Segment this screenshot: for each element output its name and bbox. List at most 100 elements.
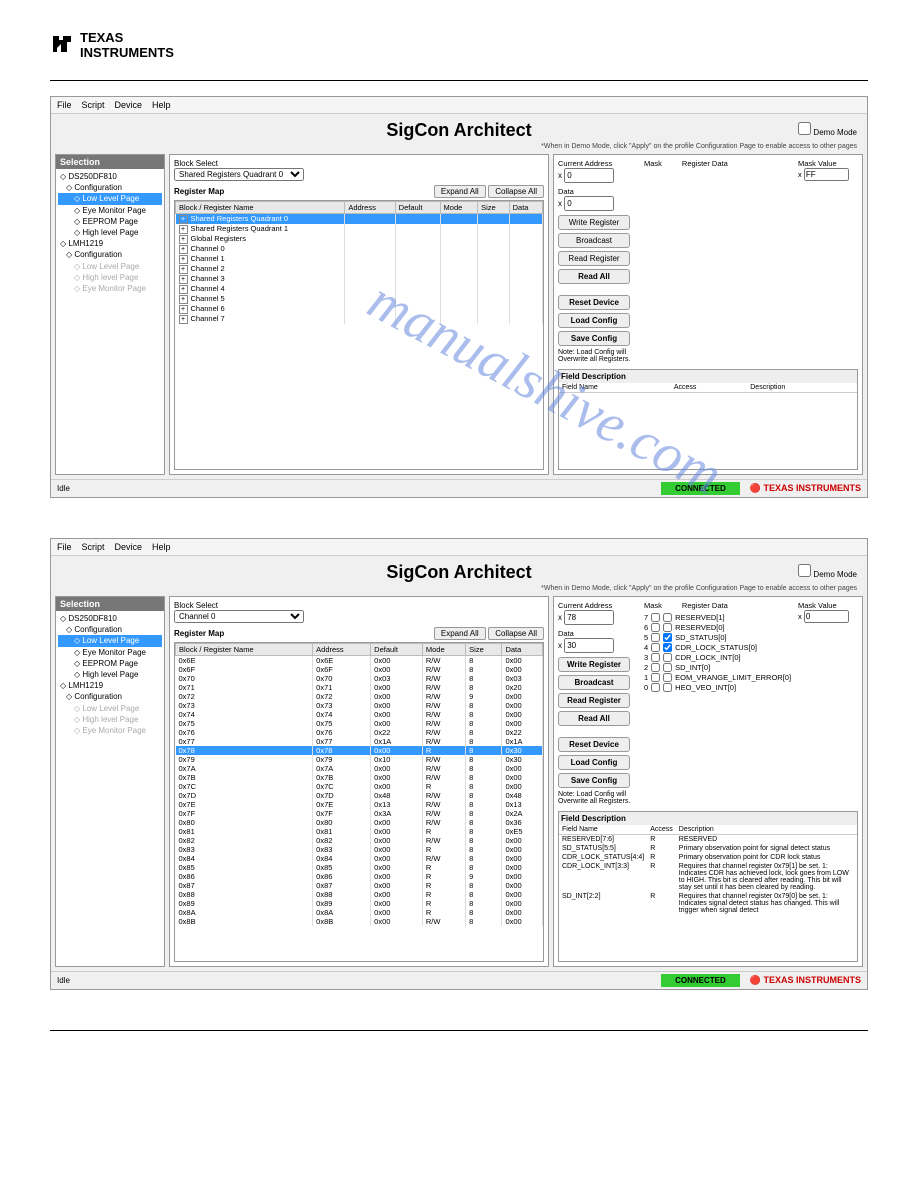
table-row[interactable]: +Shared Registers Quadrant 1	[176, 224, 543, 234]
collapse-all-button[interactable]: Collapse All	[488, 627, 544, 640]
save-config-button[interactable]: Save Config	[558, 331, 630, 346]
tree-item[interactable]: ◇ Low Level Page	[58, 703, 162, 714]
load-config-button[interactable]: Load Config	[558, 313, 630, 328]
tree-item[interactable]: ◇ High level Page	[58, 669, 162, 680]
broadcast-button[interactable]: Broadcast	[558, 675, 630, 690]
menu-script[interactable]: Script	[82, 542, 105, 552]
mask-value-input[interactable]	[804, 610, 849, 623]
mask-bit-row[interactable]: 2 SD_INT[0]	[644, 663, 792, 672]
mask-bit-row[interactable]: 6 RESERVED[0]	[644, 623, 792, 632]
table-row[interactable]: +Shared Registers Quadrant 0	[176, 214, 543, 225]
tree-item[interactable]: ◇ Low Level Page	[58, 635, 162, 646]
tree-item[interactable]: ◇ LMH1219	[58, 238, 162, 249]
table-row[interactable]: 0x720x720x00R/W90x00	[176, 692, 543, 701]
tree-item[interactable]: ◇ High level Page	[58, 272, 162, 283]
field-description-table[interactable]: Field NameAccessDescriptionRESERVED[7:6]…	[559, 825, 857, 961]
mask-bit-row[interactable]: 0 HEO_VEO_INT[0]	[644, 683, 792, 692]
menu-file[interactable]: File	[57, 542, 72, 552]
table-row[interactable]: +Channel 5	[176, 294, 543, 304]
mask-bit-row[interactable]: 3 CDR_LOCK_INT[0]	[644, 653, 792, 662]
table-row[interactable]: 0x770x770x1AR/W80x1A	[176, 737, 543, 746]
menu-device[interactable]: Device	[115, 100, 143, 110]
table-row[interactable]: 0x890x890x00R80x00	[176, 899, 543, 908]
table-row[interactable]: 0x780x780x00R80x30	[176, 746, 543, 755]
current-address-input[interactable]	[564, 610, 614, 625]
broadcast-button[interactable]: Broadcast	[558, 233, 630, 248]
tree-item[interactable]: ◇ Configuration	[58, 624, 162, 635]
menu-script[interactable]: Script	[82, 100, 105, 110]
read-all-button[interactable]: Read All	[558, 711, 630, 726]
register-table[interactable]: Block / Register NameAddressDefaultModeS…	[174, 200, 544, 470]
table-row[interactable]: 0x6F0x6F0x00R/W80x00	[176, 665, 543, 674]
table-row[interactable]: 0x7F0x7F0x3AR/W80x2A	[176, 809, 543, 818]
table-row[interactable]: +Channel 4	[176, 284, 543, 294]
mask-bit-row[interactable]: 4 CDR_LOCK_STATUS[0]	[644, 643, 792, 652]
read-register-button[interactable]: Read Register	[558, 251, 630, 266]
mask-bit-row[interactable]: 7 RESERVED[1]	[644, 613, 792, 622]
table-row[interactable]: 0x7B0x7B0x00R/W80x00	[176, 773, 543, 782]
block-select-dropdown[interactable]: Shared Registers Quadrant 0	[174, 168, 304, 181]
demo-mode-checkbox[interactable]: Demo Mode	[798, 122, 857, 137]
table-row[interactable]: 0x710x710x00R/W80x20	[176, 683, 543, 692]
table-row[interactable]: +Channel 0	[176, 244, 543, 254]
table-row[interactable]: 0x820x820x00R/W80x00	[176, 836, 543, 845]
table-row[interactable]: 0x880x880x00R80x00	[176, 890, 543, 899]
table-row[interactable]: 0x7E0x7E0x13R/W80x13	[176, 800, 543, 809]
table-row[interactable]: 0x8A0x8A0x00R80x00	[176, 908, 543, 917]
table-row[interactable]: 0x760x760x22R/W80x22	[176, 728, 543, 737]
tree-item[interactable]: ◇ Eye Monitor Page	[58, 205, 162, 216]
table-row[interactable]: 0x7A0x7A0x00R/W80x00	[176, 764, 543, 773]
collapse-all-button[interactable]: Collapse All	[488, 185, 544, 198]
tree-item[interactable]: ◇ Configuration	[58, 691, 162, 702]
table-row[interactable]: 0x8B0x8B0x00R/W80x00	[176, 917, 543, 926]
table-row[interactable]: 0x700x700x03R/W80x03	[176, 674, 543, 683]
tree-item[interactable]: ◇ DS250DF810	[58, 171, 162, 182]
menu-help[interactable]: Help	[152, 542, 171, 552]
tree-item[interactable]: ◇ DS250DF810	[58, 613, 162, 624]
menu-file[interactable]: File	[57, 100, 72, 110]
mask-bit-row[interactable]: 1 EOM_VRANGE_LIMIT_ERROR[0]	[644, 673, 792, 682]
data-input[interactable]	[564, 638, 614, 653]
table-row[interactable]: 0x810x810x00R80xE5	[176, 827, 543, 836]
tree-item[interactable]: ◇ LMH1219	[58, 680, 162, 691]
expand-all-button[interactable]: Expand All	[434, 185, 486, 198]
tree-item[interactable]: ◇ EEPROM Page	[58, 216, 162, 227]
reset-device-button[interactable]: Reset Device	[558, 737, 630, 752]
tree-item[interactable]: ◇ Eye Monitor Page	[58, 283, 162, 294]
mask-value-input[interactable]	[804, 168, 849, 181]
table-row[interactable]: 0x840x840x00R/W80x00	[176, 854, 543, 863]
table-row[interactable]: +Channel 6	[176, 304, 543, 314]
table-row[interactable]: 0x750x750x00R/W80x00	[176, 719, 543, 728]
table-row[interactable]: 0x790x790x10R/W80x30	[176, 755, 543, 764]
table-row[interactable]: 0x7C0x7C0x00R80x00	[176, 782, 543, 791]
table-row[interactable]: 0x830x830x00R80x00	[176, 845, 543, 854]
menu-device[interactable]: Device	[115, 542, 143, 552]
table-row[interactable]: 0x850x850x00R80x00	[176, 863, 543, 872]
menu-help[interactable]: Help	[152, 100, 171, 110]
block-select-dropdown[interactable]: Channel 0	[174, 610, 304, 623]
read-register-button[interactable]: Read Register	[558, 693, 630, 708]
register-table[interactable]: Block / Register NameAddressDefaultModeS…	[174, 642, 544, 962]
tree-item[interactable]: ◇ Low Level Page	[58, 261, 162, 272]
tree-item[interactable]: ◇ Eye Monitor Page	[58, 725, 162, 736]
table-row[interactable]: 0x860x860x00R90x00	[176, 872, 543, 881]
table-row[interactable]: 0x6E0x6E0x00R/W80x00	[176, 656, 543, 666]
tree-item[interactable]: ◇ Configuration	[58, 182, 162, 193]
menubar[interactable]: File Script Device Help	[51, 97, 867, 114]
data-input[interactable]	[564, 196, 614, 211]
table-row[interactable]: 0x800x800x00R/W80x36	[176, 818, 543, 827]
write-register-button[interactable]: Write Register	[558, 657, 630, 672]
tree-item[interactable]: ◇ Low Level Page	[58, 193, 162, 204]
write-register-button[interactable]: Write Register	[558, 215, 630, 230]
current-address-input[interactable]	[564, 168, 614, 183]
table-row[interactable]: 0x730x730x00R/W80x00	[176, 701, 543, 710]
table-row[interactable]: +Channel 7	[176, 314, 543, 324]
read-all-button[interactable]: Read All	[558, 269, 630, 284]
tree-item[interactable]: ◇ Configuration	[58, 249, 162, 260]
table-row[interactable]: 0x7D0x7D0x48R/W80x48	[176, 791, 543, 800]
tree-item[interactable]: ◇ High level Page	[58, 227, 162, 238]
load-config-button[interactable]: Load Config	[558, 755, 630, 770]
save-config-button[interactable]: Save Config	[558, 773, 630, 788]
table-row[interactable]: +Global Registers	[176, 234, 543, 244]
tree-item[interactable]: ◇ High level Page	[58, 714, 162, 725]
